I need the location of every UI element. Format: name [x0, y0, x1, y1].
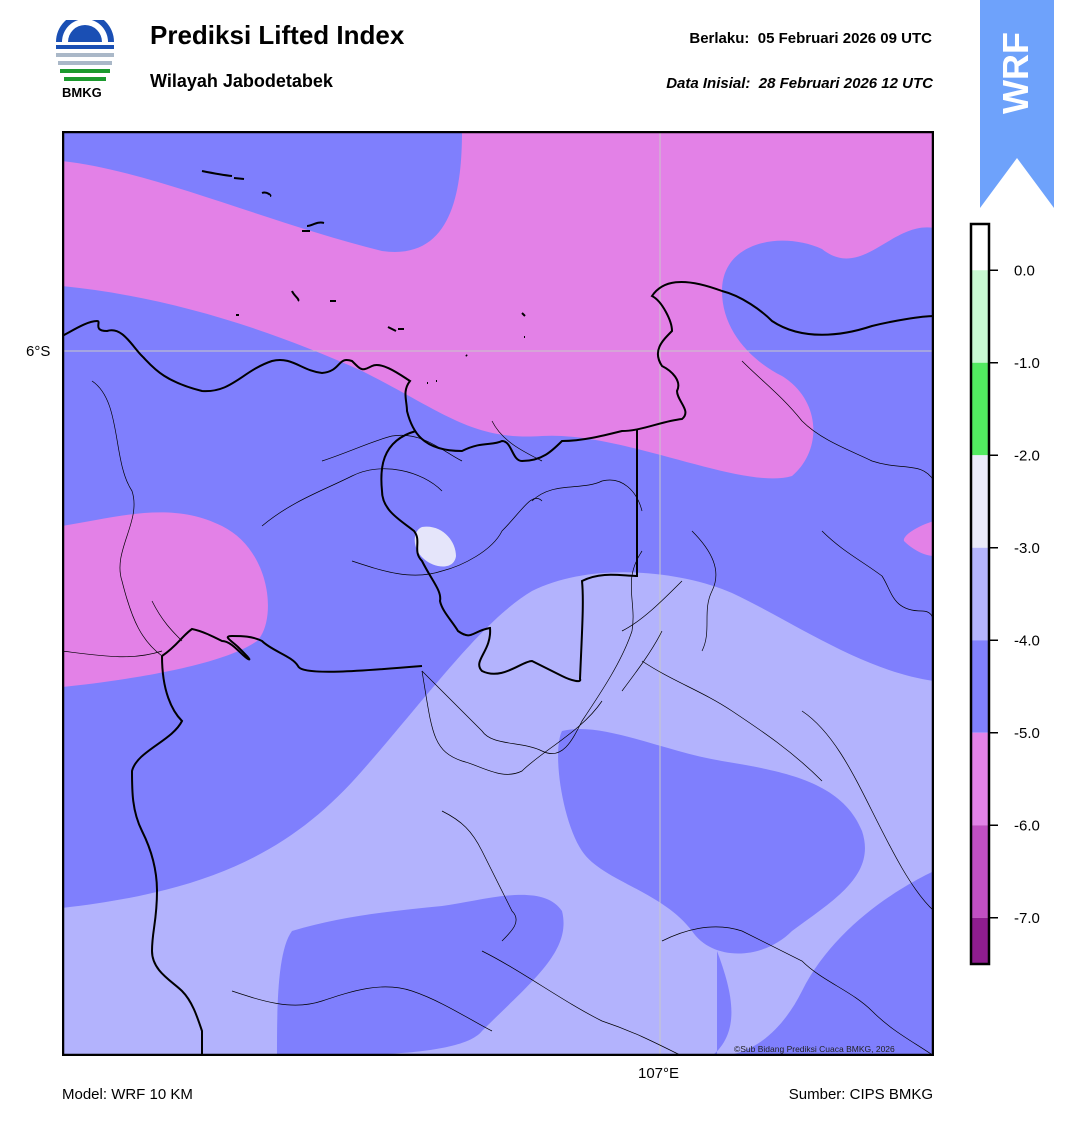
colorbar-tick-label: 0.0 [1014, 262, 1035, 279]
valid-time: Berlaku: 05 Februari 2026 09 UTC [689, 30, 932, 47]
colorbar: 0.0 -1.0 -2.0 -3.0 -4.0 -5.0 -6.0 -7.0 [969, 222, 1040, 966]
dark-patch-east [558, 728, 865, 954]
colorbar-tick-label: -4.0 [1014, 632, 1040, 649]
colorbar-frame [969, 222, 991, 966]
province-borders [130, 429, 638, 1056]
colorbar-tick-label: -5.0 [1014, 725, 1040, 742]
colorbar-band [971, 547, 989, 641]
latitude-label: 6°S [26, 343, 51, 360]
bmkg-logo-icon [56, 20, 114, 81]
colorbar-band [971, 270, 989, 363]
colorbar-tick-label: -1.0 [1014, 355, 1040, 372]
colorbar-band [971, 455, 989, 548]
colorbar-band [971, 825, 989, 918]
init-label: Data Inisial: [666, 75, 751, 92]
wrf-badge: WRF [980, 0, 1054, 208]
coastline [62, 280, 934, 463]
dark-patch-south [277, 894, 564, 1056]
init-value: 28 Februari 2026 12 UTC [758, 75, 933, 92]
colorbar-band [971, 362, 989, 456]
magenta-blob-west [62, 512, 268, 687]
colorbar-band [971, 732, 989, 826]
init-time: Data Inisial: 28 Februari 2026 12 UTC [666, 75, 933, 92]
very-light-spot [414, 526, 456, 567]
lifted-index-map [62, 131, 934, 1056]
map-frame [62, 131, 934, 1056]
colorbar-band [971, 917, 989, 964]
map-copyright: ©Sub Bidang Prediksi Cuaca BMKG, 2026 [734, 1044, 895, 1054]
magenta-blob-east [903, 521, 934, 556]
colorbar-tick-label: -3.0 [1014, 540, 1040, 557]
colorbar-ticks: 0.0 -1.0 -2.0 -3.0 -4.0 -5.0 -6.0 -7.0 [989, 262, 1040, 927]
colorbar-tick-label: -7.0 [1014, 910, 1040, 927]
colorbar-tick-label: -2.0 [1014, 447, 1040, 464]
colorbar-tick-label: -6.0 [1014, 817, 1040, 834]
colorbar-band [971, 224, 989, 271]
longitude-label: 107°E [638, 1065, 680, 1082]
magenta-band-north [62, 131, 934, 479]
islands [201, 170, 526, 384]
page-title: Prediksi Lifted Index [150, 20, 405, 50]
source-label: Sumber: CIPS BMKG [788, 1086, 933, 1103]
page-subtitle: Wilayah Jabodetabek [150, 71, 333, 91]
colorbar-band [971, 640, 989, 733]
logo-text: BMKG [62, 85, 102, 100]
dark-patch-southeast [712, 871, 934, 1056]
valid-value: 05 Februari 2026 09 UTC [757, 30, 932, 47]
wrf-label: WRF [995, 32, 1036, 114]
district-borders [62, 360, 934, 1056]
colorbar-bands [971, 224, 989, 964]
valid-label: Berlaku: [689, 30, 750, 47]
model-label: Model: WRF 10 KM [62, 1086, 193, 1103]
